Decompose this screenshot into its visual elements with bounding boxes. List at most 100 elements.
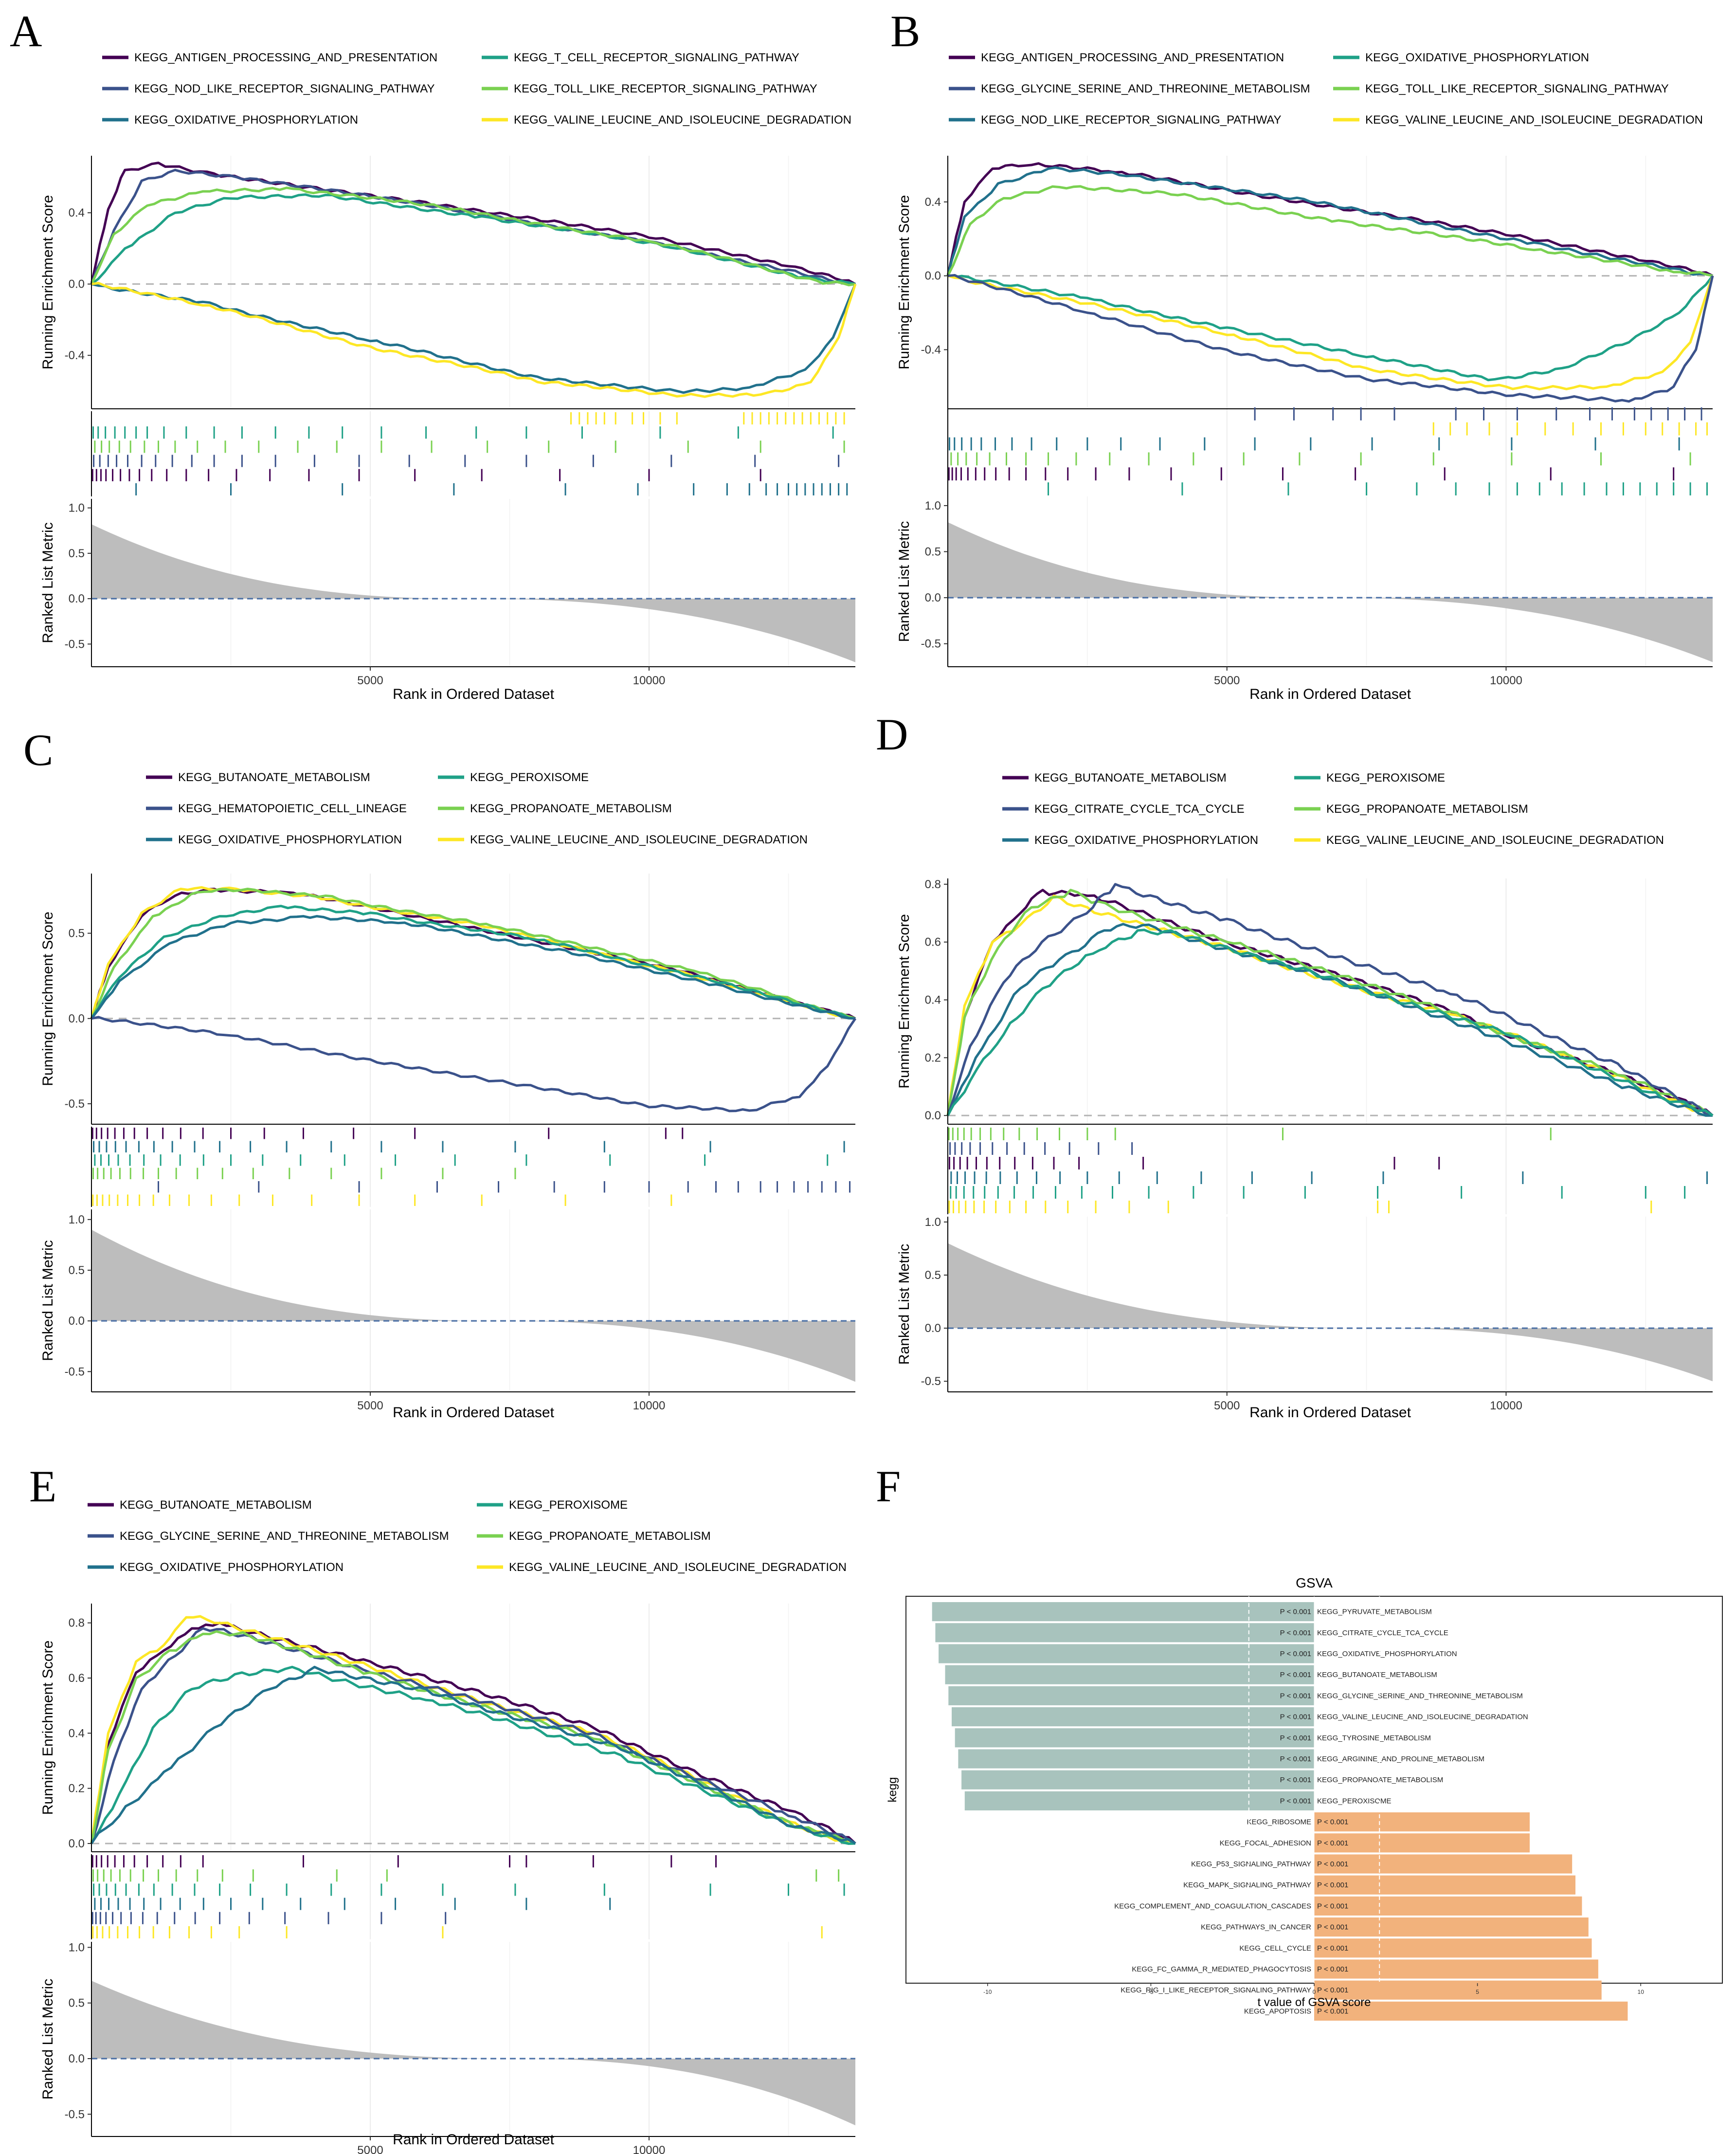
metric-y-axis-title: Ranked List Metric [40, 1240, 56, 1361]
legend-entry-label: KEGG_PROPANOATE_METABOLISM [1326, 803, 1528, 816]
gsva-pvalue-label: P < 0.001 [1317, 2007, 1348, 2015]
gsva-pvalue-label: P < 0.001 [1317, 1839, 1348, 1847]
legend-entry-label: KEGG_BUTANOATE_METABOLISM [1034, 771, 1227, 785]
gsva-category-label: KEGG_COMPLEMENT_AND_COAGULATION_CASCADES [1114, 1902, 1311, 1910]
y-tick-label: 0.0 [925, 1109, 941, 1122]
legend-entry-label: KEGG_VALINE_LEUCINE_AND_ISOLEUCINE_DEGRA… [1365, 113, 1703, 127]
y-tick-label: -0.5 [65, 638, 85, 651]
y-tick-label: 0.4 [69, 206, 85, 219]
es-series-line [90, 1630, 856, 1845]
x-tick-label: 5000 [1214, 1399, 1240, 1412]
x-axis-title: Rank in Ordered Dataset [393, 2132, 554, 2148]
gsva-pvalue-label: P < 0.001 [1280, 1755, 1311, 1763]
legend-entry-label: KEGG_PROPANOATE_METABOLISM [470, 802, 672, 815]
legend-entry-label: KEGG_PROPANOATE_METABOLISM [509, 1530, 711, 1543]
y-tick-label: 0.8 [925, 878, 941, 891]
legend-entry-label: KEGG_OXIDATIVE_PHOSPHORYLATION [178, 833, 402, 846]
gsva-pvalue-label: P < 0.001 [1317, 1902, 1348, 1910]
legend-entry-label: KEGG_HEMATOPOIETIC_CELL_LINEAGE [178, 802, 407, 815]
y-tick-label: 0.6 [69, 1672, 85, 1685]
x-tick-label: 10 [1638, 1989, 1645, 1995]
es-series-line [946, 185, 1713, 277]
gsva-pvalue-label: P < 0.001 [1280, 1671, 1311, 1679]
es-y-axis-title: Running Enrichment Score [896, 914, 912, 1089]
gsva-pvalue-label: P < 0.001 [1317, 1860, 1348, 1868]
gsva-pvalue-label: P < 0.001 [1280, 1776, 1311, 1784]
es-y-axis-title: Running Enrichment Score [40, 195, 56, 370]
y-tick-label: 1.0 [925, 499, 941, 512]
y-tick-label: 0.6 [925, 936, 941, 949]
legend-entry-label: KEGG_TOLL_LIKE_RECEPTOR_SIGNALING_PATHWA… [1365, 82, 1669, 95]
panel-c: C KEGG_BUTANOATE_METABOLISM KEGG_PEROXISOM… [23, 725, 857, 1421]
panel-letter-b: B [890, 6, 920, 56]
es-series-line [946, 929, 1714, 1117]
y-tick-label: 0.0 [925, 270, 941, 283]
es-series-line [91, 282, 857, 398]
gsva-bar [961, 1770, 1314, 1789]
es-series-line [946, 889, 1714, 1117]
gsva-category-label: KEGG_PROPANOATE_METABOLISM [1317, 1776, 1443, 1784]
es-series-line [946, 166, 1713, 277]
es-series-line [946, 889, 1714, 1117]
gsva-x-axis-title: t value of GSVA score [1257, 1996, 1371, 2009]
gsva-bar [939, 1644, 1314, 1663]
gsva-bar [964, 1791, 1314, 1810]
legend-entry-label: KEGG_CITRATE_CYCLE_TCA_CYCLE [1034, 803, 1245, 816]
gsva-pvalue-label: P < 0.001 [1280, 1797, 1311, 1805]
legend: KEGG_BUTANOATE_METABOLISM KEGG_PEROXISOME… [146, 771, 808, 846]
legend: KEGG_ANTIGEN_PROCESSING_AND_PRESENTATION… [102, 51, 851, 127]
gsva-bar [1314, 1854, 1573, 1874]
legend: KEGG_BUTANOATE_METABOLISM KEGG_PEROXISOME… [1002, 771, 1664, 847]
metric-y-axis-title: Ranked List Metric [896, 521, 912, 642]
gsva-pvalue-label: P < 0.001 [1280, 1629, 1311, 1637]
es-series-line [90, 1622, 856, 1844]
gsva-bar [1314, 1980, 1602, 2000]
gsva-category-label: KEGG_ARGININE_AND_PROLINE_METABOLISM [1317, 1755, 1484, 1763]
gsva-bar [952, 1707, 1314, 1727]
gsva-category-label: KEGG_GLYCINE_SERINE_AND_THREONINE_METABO… [1317, 1692, 1523, 1700]
y-tick-label: -0.4 [921, 344, 941, 357]
y-tick-label: 0.0 [69, 1837, 85, 1850]
x-tick-label: 10000 [633, 674, 666, 687]
legend: KEGG_BUTANOATE_METABOLISM KEGG_PEROXISOME… [88, 1498, 847, 1574]
es-series-line [90, 888, 856, 1020]
es-y-axis-title: Running Enrichment Score [40, 912, 56, 1086]
legend: KEGG_ANTIGEN_PROCESSING_AND_PRESENTATION… [949, 51, 1703, 127]
gsva-category-label: KEGG_CELL_CYCLE [1239, 1944, 1311, 1953]
es-series-line [91, 283, 857, 394]
y-tick-label: -0.4 [65, 349, 85, 362]
x-tick-label: 10000 [633, 2144, 666, 2154]
y-tick-label: 0.5 [69, 1264, 85, 1277]
legend-entry-label: KEGG_VALINE_LEUCINE_AND_ISOLEUCINE_DEGRA… [509, 1561, 847, 1574]
legend-entry-label: KEGG_VALINE_LEUCINE_AND_ISOLEUCINE_DEGRA… [1326, 834, 1664, 847]
gsva-bar [1314, 1812, 1530, 1832]
legend-entry-label: KEGG_NOD_LIKE_RECEPTOR_SIGNALING_PATHWAY [981, 113, 1282, 127]
y-tick-label: -0.5 [65, 1097, 85, 1111]
es-series-line [90, 186, 856, 287]
panel-letter-d: D [876, 710, 908, 759]
es-series-line [90, 1627, 856, 1845]
y-tick-label: 0.5 [69, 547, 85, 560]
x-tick-label: 5000 [357, 674, 383, 687]
gsva-category-label: KEGG_OXIDATIVE_PHOSPHORYLATION [1317, 1650, 1457, 1658]
gsva-category-label: KEGG_PATHWAYS_IN_CANCER [1201, 1923, 1311, 1932]
gsva-bar [1314, 1917, 1589, 1937]
y-tick-label: -0.5 [921, 638, 941, 651]
x-tick-label: 0 [1313, 1989, 1316, 1995]
panel-letter-f: F [876, 1461, 901, 1511]
panel-d: D KEGG_BUTANOATE_METABOLISM KEGG_PEROXISOM… [876, 710, 1714, 1421]
x-tick-label: 5000 [1214, 674, 1240, 687]
y-tick-label: 1.0 [69, 1213, 85, 1226]
es-series-line [947, 274, 1714, 403]
y-tick-label: 0.4 [69, 1727, 85, 1740]
es-series-line [90, 1665, 856, 1845]
gsva-pvalue-label: P < 0.001 [1317, 1986, 1348, 1994]
gsva-pvalue-label: P < 0.001 [1317, 1944, 1348, 1953]
gsva-bar [1314, 1833, 1530, 1853]
gsva-bar [1314, 1938, 1592, 1958]
es-series-line [90, 193, 856, 286]
ranked-metric-area [91, 1229, 855, 1382]
y-tick-label: 0.0 [69, 278, 85, 291]
gsva-category-label: KEGG_VALINE_LEUCINE_AND_ISOLEUCINE_DEGRA… [1317, 1713, 1528, 1721]
